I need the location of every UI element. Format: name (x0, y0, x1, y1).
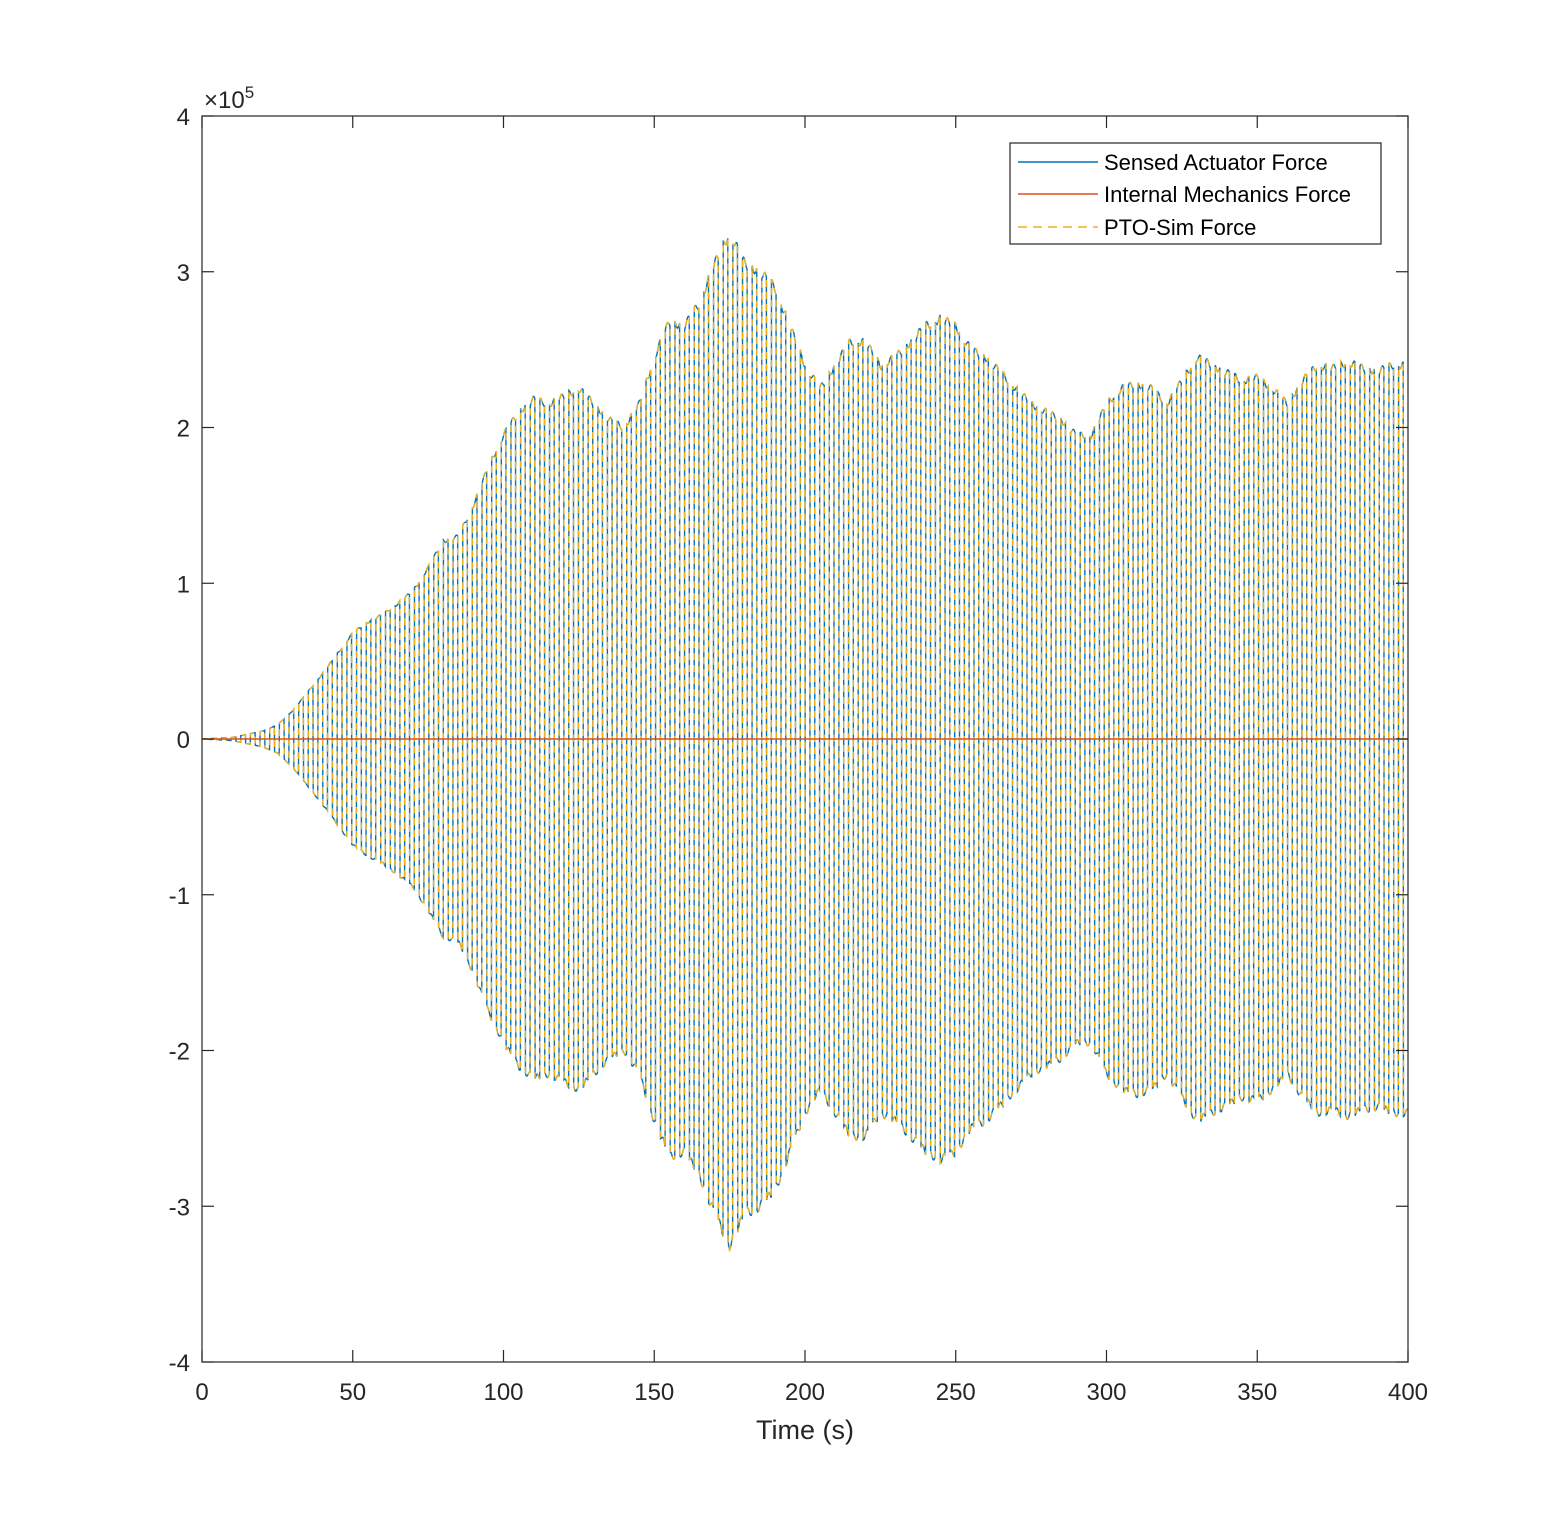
y-tick-label: -1 (169, 883, 190, 910)
x-tick-label: 50 (339, 1379, 366, 1406)
x-tick-label: 400 (1388, 1379, 1428, 1406)
y-tick-label: 1 (177, 571, 190, 598)
x-tick-label: 200 (785, 1379, 825, 1406)
x-tick-label: 300 (1086, 1379, 1126, 1406)
x-tick-label: 0 (195, 1379, 208, 1406)
x-tick-label: 250 (936, 1379, 976, 1406)
x-tick-label: 100 (483, 1379, 523, 1406)
axes: 0 50 100 150 200 250 300 350 400 -4 -3 -2 -1 0 1 2 3 4 (169, 104, 1428, 1406)
legend-label-internal: Internal Mechanics Force (1104, 182, 1351, 207)
x-tick-label: 350 (1237, 1379, 1277, 1406)
y-tick-label: 4 (177, 104, 190, 131)
y-exponent-prefix: ×10 (204, 87, 245, 114)
y-tick-label: -3 (169, 1194, 190, 1221)
x-axis-title: Time (s) (756, 1415, 854, 1445)
y-exponent-power: 5 (245, 83, 254, 102)
legend-label-sensed: Sensed Actuator Force (1104, 150, 1328, 175)
y-tick-label: -2 (169, 1039, 190, 1066)
y-tick-label: 2 (177, 416, 190, 443)
legend-label-pto: PTO-Sim Force (1104, 215, 1256, 240)
y-tick-label: -4 (169, 1350, 190, 1377)
legend: Sensed Actuator Force Internal Mechanics… (1009, 142, 1382, 245)
y-tick-label: 0 (177, 727, 190, 754)
y-tick-label: 3 (177, 260, 190, 287)
plot-area (202, 238, 1408, 1252)
y-exponent-label: ×105 (204, 83, 254, 114)
x-tick-label: 150 (634, 1379, 674, 1406)
